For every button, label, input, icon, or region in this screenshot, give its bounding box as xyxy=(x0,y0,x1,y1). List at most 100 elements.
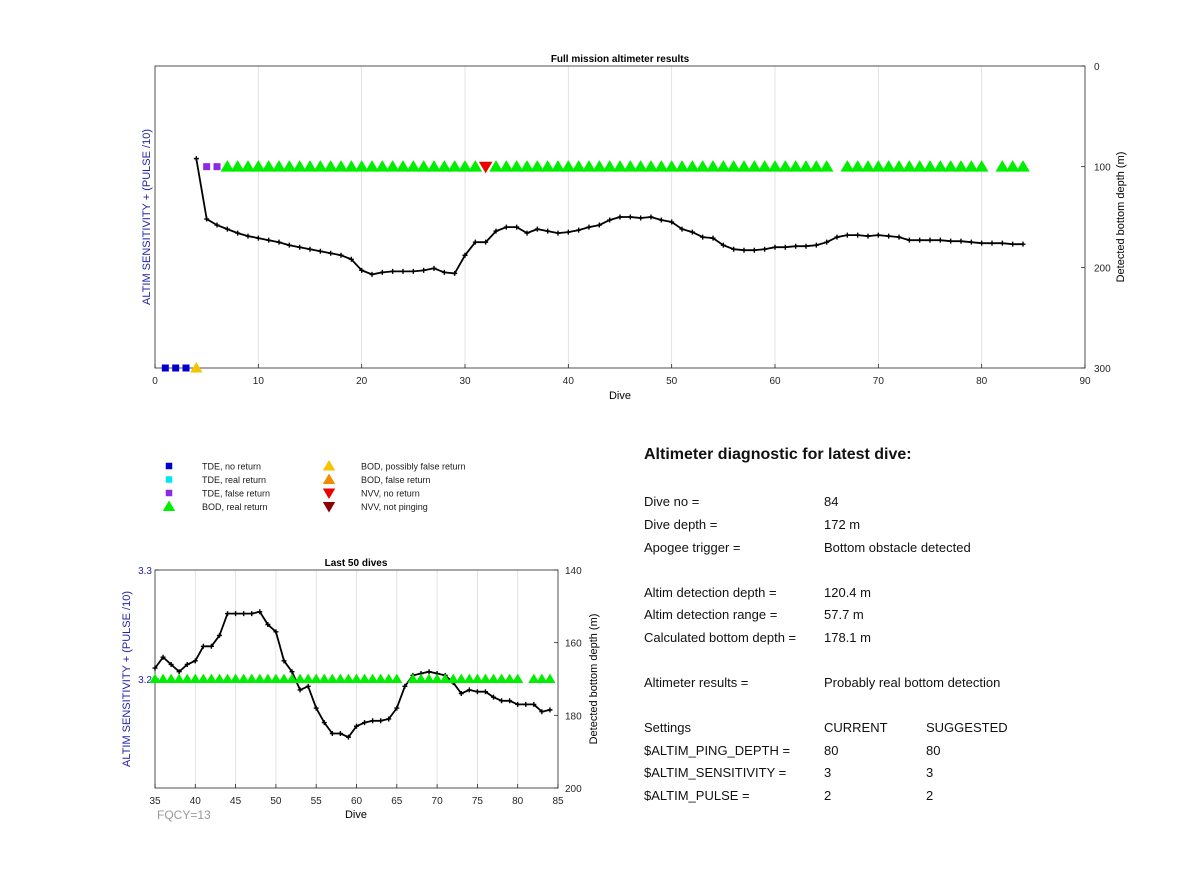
top-depth-point xyxy=(793,243,799,249)
bottom-depth-point xyxy=(216,632,222,638)
bod-real-return-marker xyxy=(303,160,317,172)
bod-real-return-marker xyxy=(367,673,379,684)
top-depth-point xyxy=(400,268,406,274)
bod-real-return-marker xyxy=(383,673,395,684)
sensitivity-suggested: 3 xyxy=(926,765,934,780)
top-depth-point xyxy=(989,240,995,246)
bod-real-return-marker xyxy=(463,673,475,684)
legend-marker xyxy=(322,488,336,499)
top-x-tick-label: 50 xyxy=(666,376,678,387)
top-chart-y-label-right: Detected bottom depth (m) xyxy=(1115,152,1127,283)
top-depth-point xyxy=(586,224,592,230)
bottom-depth-point xyxy=(297,687,303,693)
top-depth-point xyxy=(307,246,313,252)
top-depth-point xyxy=(297,244,303,250)
top-depth-point xyxy=(441,269,447,275)
pulse-label: $ALTIM_PULSE = xyxy=(644,788,750,803)
bod-real-return-marker xyxy=(757,160,772,172)
top-depth-point xyxy=(917,237,923,243)
bod-real-return-marker xyxy=(528,673,540,684)
top-chart-y-ticks-right: 0 100 200 300 xyxy=(1081,62,1111,375)
legend-label: TDE, real return xyxy=(202,475,266,485)
bod-real-return-marker xyxy=(468,160,483,172)
top-depth-point xyxy=(896,234,902,240)
bod-real-return-marker xyxy=(437,160,452,172)
bottom-chart-title: Last 50 dives xyxy=(325,558,388,569)
bod-real-return-marker xyxy=(326,673,338,684)
legend-marker xyxy=(165,476,173,483)
bod-real-return-marker xyxy=(487,673,500,684)
legend-marker xyxy=(165,489,173,497)
top-x-tick-label: 90 xyxy=(1079,376,1091,387)
top-chart-title: Full mission altimeter results xyxy=(551,54,690,65)
current-header: CURRENT xyxy=(824,720,888,735)
top-depth-point xyxy=(627,214,633,220)
bod-real-return-marker xyxy=(995,160,1010,172)
bod-real-return-marker xyxy=(479,673,492,684)
legend-label: BOD, false return xyxy=(361,475,431,485)
top-depth-line xyxy=(195,158,1023,276)
bod-real-return-marker xyxy=(241,160,255,172)
top-depth-point xyxy=(338,252,344,258)
top-y-tick-label: 200 xyxy=(1094,263,1111,274)
bod-real-return-marker xyxy=(220,160,235,172)
bod-real-return-marker xyxy=(737,160,751,172)
bod-real-return-marker xyxy=(197,673,209,684)
legend-marker xyxy=(322,473,336,484)
bottom-chart-plot-area xyxy=(149,609,556,740)
bod-real-return-marker xyxy=(375,673,387,684)
bod-real-return-marker xyxy=(238,673,250,684)
top-x-tick-label: 70 xyxy=(873,376,885,387)
bod-real-return-marker xyxy=(912,160,927,172)
bod-real-return-marker xyxy=(923,160,937,172)
bod-real-return-marker xyxy=(512,673,524,684)
tde-false-return-marker xyxy=(213,163,221,171)
top-depth-point xyxy=(968,239,974,245)
results-value: Probably real bottom detection xyxy=(824,675,1001,690)
bottom-depth-point xyxy=(313,705,319,711)
bottom-x-tick-label: 40 xyxy=(190,796,202,807)
top-x-tick-label: 80 xyxy=(976,376,988,387)
top-depth-point xyxy=(844,232,850,238)
bod-real-return-marker xyxy=(530,160,545,172)
top-depth-point xyxy=(824,239,830,245)
top-depth-point xyxy=(762,246,768,252)
sensitivity-label: $ALTIM_SENSITIVITY = xyxy=(644,765,787,780)
bottom-depth-point xyxy=(321,720,327,726)
top-depth-point xyxy=(214,222,220,228)
bod-real-return-marker xyxy=(149,673,161,684)
bod-real-return-marker xyxy=(318,673,330,684)
bod-real-return-marker xyxy=(747,160,762,172)
bod-real-return-marker xyxy=(571,160,586,172)
bod-real-return-marker xyxy=(809,160,824,172)
top-depth-point xyxy=(503,224,509,230)
bottom-depth-point xyxy=(458,691,464,697)
bottom-depth-point xyxy=(491,694,497,700)
legend-label: BOD, real return xyxy=(202,502,268,512)
legend-marker xyxy=(322,460,336,471)
bod-real-return-marker xyxy=(385,160,400,172)
bod-real-return-marker xyxy=(310,673,322,684)
legend-label: TDE, false return xyxy=(202,489,270,499)
top-depth-point xyxy=(679,226,685,232)
bod-possibly-false-marker xyxy=(190,362,203,373)
tde-no-return-marker xyxy=(172,364,180,372)
bod-real-return-marker xyxy=(504,673,516,684)
bod-real-return-marker xyxy=(499,160,514,172)
bod-real-return-marker xyxy=(262,673,274,684)
bod-real-return-marker xyxy=(230,673,242,684)
bottom-depth-point xyxy=(370,718,376,724)
bod-real-return-marker xyxy=(416,160,431,172)
bod-real-return-marker xyxy=(447,673,459,684)
bod-real-return-marker xyxy=(974,160,989,172)
bottom-depth-point xyxy=(329,731,335,736)
altim-depth-label: Altim detection depth = xyxy=(644,585,777,600)
results-label: Altimeter results = xyxy=(644,675,749,690)
bottom-depth-point xyxy=(386,716,392,722)
top-depth-point xyxy=(710,235,716,241)
bottom-depth-point xyxy=(547,707,553,713)
bottom-y-tick-label-right: 140 xyxy=(565,566,582,577)
top-depth-point xyxy=(865,233,871,239)
top-depth-point xyxy=(1010,241,1016,247)
